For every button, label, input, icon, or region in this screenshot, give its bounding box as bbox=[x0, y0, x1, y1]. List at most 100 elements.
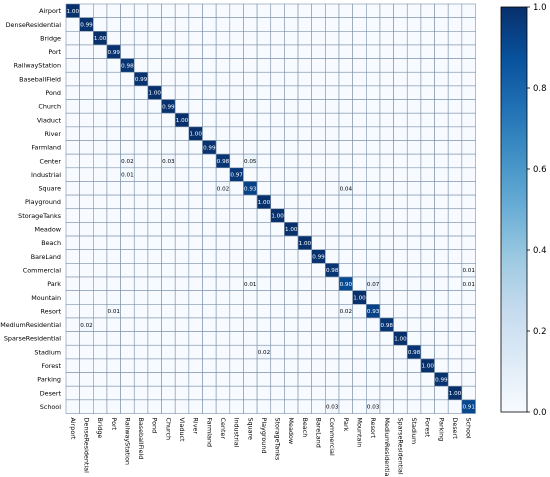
heatmap-cell bbox=[447, 30, 463, 46]
heatmap-cell bbox=[379, 167, 394, 182]
heatmap-cell bbox=[174, 181, 190, 196]
heatmap-cell bbox=[338, 140, 353, 155]
heatmap-cell bbox=[420, 167, 435, 182]
row-tick-label: Desert bbox=[40, 389, 62, 397]
heatmap-cell bbox=[174, 167, 190, 182]
heatmap-cell bbox=[379, 17, 394, 32]
cell-value-label: 0.99 bbox=[312, 255, 325, 261]
heatmap-cell bbox=[393, 208, 408, 223]
heatmap-cell bbox=[284, 290, 299, 305]
heatmap-cell bbox=[202, 58, 217, 73]
heatmap-cell bbox=[284, 17, 299, 32]
heatmap-cell bbox=[147, 263, 162, 278]
heatmap-cell bbox=[406, 222, 422, 237]
heatmap-cell bbox=[106, 276, 121, 291]
heatmap-cell bbox=[106, 30, 121, 46]
heatmap-cell bbox=[79, 112, 94, 128]
heatmap-cell bbox=[256, 222, 272, 237]
heatmap-cell bbox=[106, 153, 121, 169]
heatmap-cell bbox=[256, 249, 272, 264]
heatmap-cell bbox=[188, 58, 203, 73]
row-tick-label: Viaduct bbox=[37, 116, 62, 124]
heatmap-cell bbox=[297, 85, 312, 100]
row-tick-label: Resort bbox=[41, 307, 62, 315]
heatmap-cell bbox=[393, 112, 408, 128]
heatmap-cell bbox=[270, 85, 285, 100]
heatmap-cell bbox=[79, 99, 94, 114]
colorbar-tick-labels: 0.0 0.2 0.4 0.6 0.8 1.0 bbox=[527, 3, 547, 418]
row-tick-label: StorageTanks bbox=[18, 212, 62, 220]
heatmap-cell bbox=[65, 126, 80, 141]
heatmap-cell bbox=[379, 276, 394, 291]
heatmap-cell bbox=[243, 208, 258, 223]
heatmap-cell bbox=[202, 71, 217, 87]
heatmap-cell bbox=[161, 167, 176, 182]
heatmap-cell bbox=[420, 3, 435, 18]
heatmap-cell bbox=[270, 99, 285, 114]
heatmap-cell bbox=[297, 126, 312, 141]
heatmap-cell bbox=[365, 385, 381, 401]
heatmap-cell bbox=[270, 58, 285, 73]
heatmap-cell bbox=[311, 222, 326, 237]
heatmap-cell bbox=[106, 126, 121, 141]
heatmap-cell bbox=[420, 194, 435, 210]
column-tick-labels: Airport DenseResidential Bridge Port Railway… bbox=[69, 418, 473, 477]
heatmap-cell bbox=[406, 276, 422, 291]
cell-value-label: 1.00 bbox=[189, 132, 202, 138]
heatmap-cell bbox=[161, 44, 176, 59]
heatmap-cell bbox=[434, 30, 449, 46]
heatmap-cell bbox=[188, 358, 203, 373]
heatmap-cell bbox=[106, 58, 121, 73]
heatmap-cell bbox=[393, 194, 408, 210]
heatmap-cell bbox=[338, 194, 353, 210]
heatmap-cell bbox=[338, 99, 353, 114]
heatmap-cell bbox=[365, 208, 381, 223]
heatmap-cell bbox=[461, 58, 476, 73]
heatmap-cell bbox=[325, 140, 340, 155]
heatmap-cell bbox=[325, 17, 340, 32]
heatmap-cell bbox=[284, 263, 299, 278]
heatmap-cell bbox=[365, 167, 381, 182]
column-tick-label: BareLand bbox=[315, 418, 323, 448]
heatmap-cell bbox=[120, 303, 135, 319]
row-tick-label: Port bbox=[48, 48, 61, 56]
heatmap-cell bbox=[338, 290, 353, 305]
heatmap-cell bbox=[215, 358, 231, 373]
column-tick-label: Playground bbox=[260, 418, 268, 454]
heatmap-cell bbox=[365, 263, 381, 278]
heatmap-cell bbox=[379, 30, 394, 46]
heatmap-cell bbox=[120, 112, 135, 128]
heatmap-cell bbox=[256, 235, 272, 251]
row-tick-label: Church bbox=[38, 103, 61, 111]
heatmap-cell bbox=[93, 263, 108, 278]
heatmap-cell bbox=[147, 385, 162, 401]
heatmap-cell bbox=[420, 344, 435, 360]
heatmap-cell bbox=[65, 17, 80, 32]
heatmap-cell bbox=[406, 44, 422, 59]
heatmap-cell bbox=[256, 317, 272, 332]
heatmap-cell bbox=[352, 44, 367, 59]
heatmap-cell bbox=[420, 317, 435, 332]
heatmap-cell bbox=[365, 112, 381, 128]
heatmap-cell bbox=[447, 208, 463, 223]
heatmap-cell bbox=[256, 276, 272, 291]
heatmap-cell bbox=[352, 153, 367, 169]
heatmap-cell bbox=[393, 30, 408, 46]
heatmap-cell bbox=[393, 3, 408, 18]
heatmap-cell bbox=[270, 194, 285, 210]
heatmap-cell bbox=[256, 17, 272, 32]
heatmap-cell bbox=[447, 58, 463, 73]
heatmap-cell bbox=[133, 249, 149, 264]
heatmap-cell bbox=[365, 85, 381, 100]
colorbar-tick-label: 0.0 bbox=[533, 408, 547, 418]
heatmap-cell bbox=[161, 276, 176, 291]
heatmap-cell bbox=[133, 235, 149, 251]
cell-value-label: 0.97 bbox=[230, 173, 243, 179]
heatmap-cell bbox=[311, 194, 326, 210]
heatmap-cell bbox=[79, 331, 94, 346]
heatmap-cell bbox=[325, 372, 340, 387]
heatmap-cell bbox=[434, 181, 449, 196]
heatmap-cell bbox=[147, 3, 162, 18]
heatmap-cell bbox=[229, 153, 244, 169]
heatmap-cell bbox=[93, 208, 108, 223]
